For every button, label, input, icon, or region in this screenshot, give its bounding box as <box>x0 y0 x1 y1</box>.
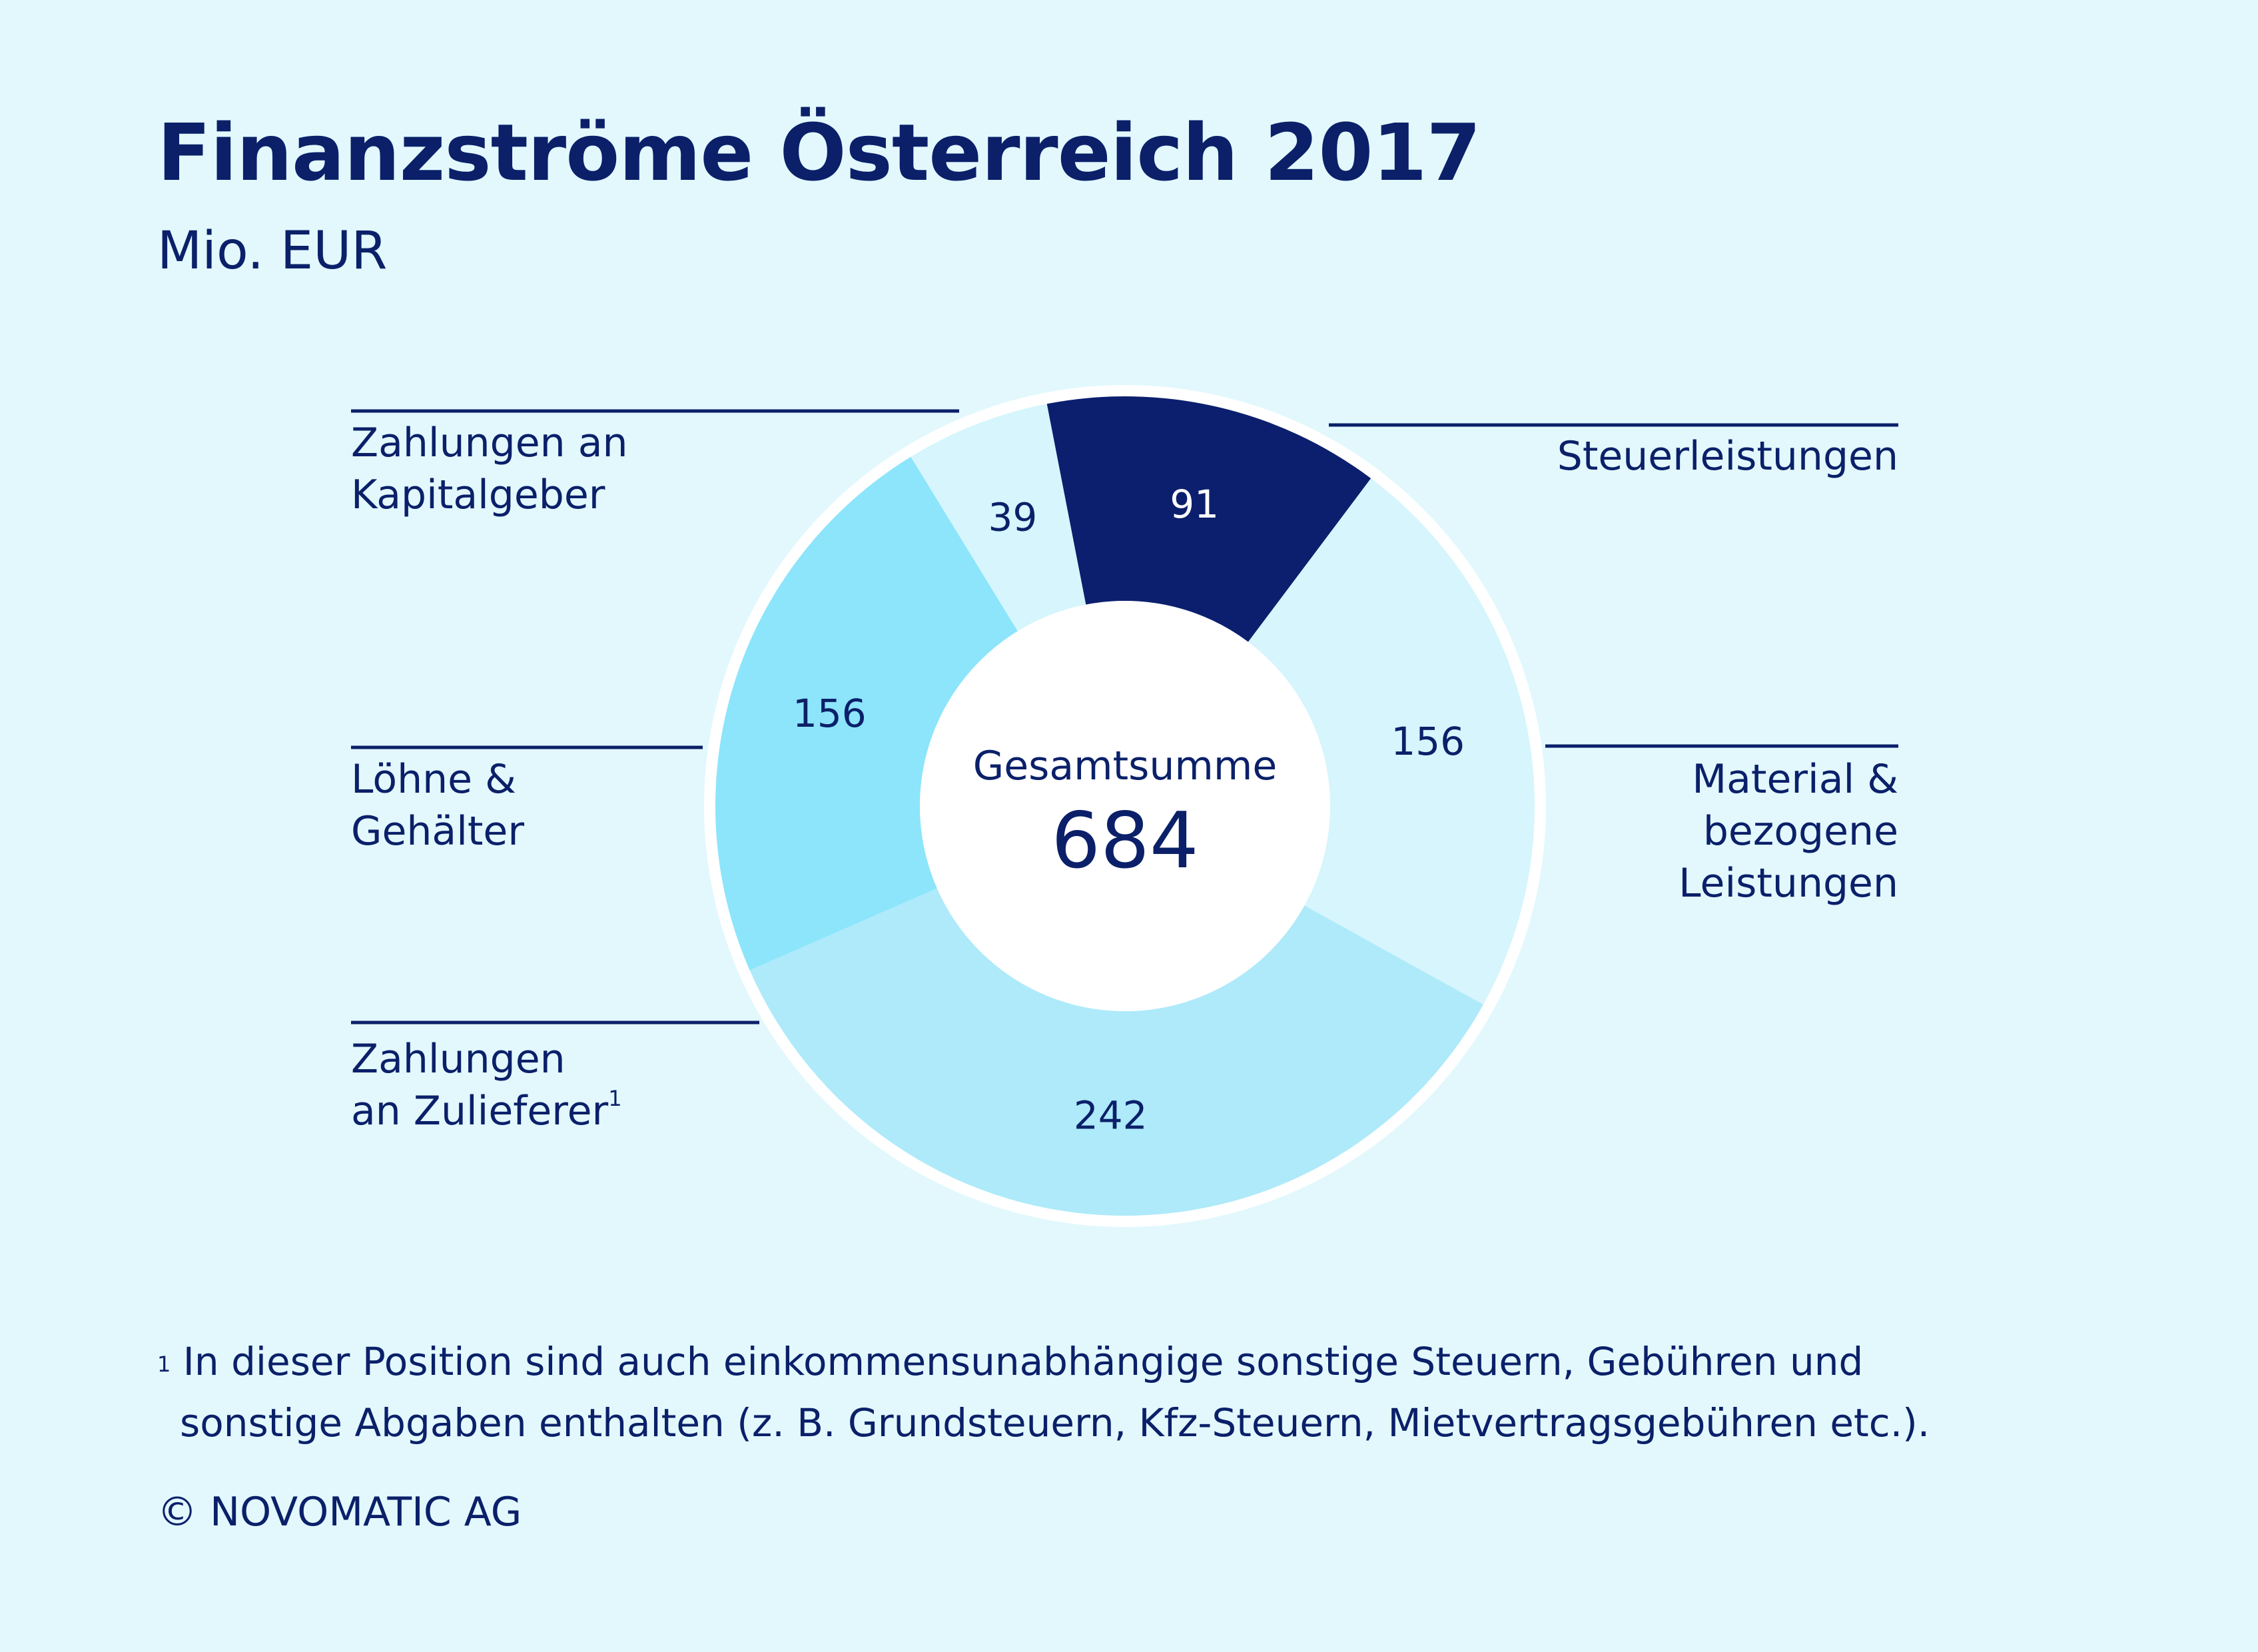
chart-unit: Mio. EUR <box>157 221 388 281</box>
center-total: 684 <box>1051 796 1198 886</box>
footnote-line-1: 1 In dieser Position sind auch einkommen… <box>157 1339 1864 1384</box>
footnote-marker: 1 <box>157 1352 171 1377</box>
value-label-steuerleistungen: 91 <box>1170 482 1219 527</box>
slice-loehne <box>715 456 1018 971</box>
category-label-zulieferer: Zahlungen <box>351 1036 565 1082</box>
copyright: © NOVOMATIC AG <box>157 1489 522 1535</box>
slice-material <box>1248 478 1535 1005</box>
chart-title: Finanzströme Österreich 2017 <box>157 107 1481 199</box>
category-label-kapitalgeber: Kapitalgeber <box>351 472 605 518</box>
footnote: 1 In dieser Position sind auch einkommen… <box>157 1331 1930 1453</box>
slice-zulieferer <box>749 888 1483 1216</box>
category-label-material: bezogene <box>1703 808 1898 855</box>
donut-hole <box>920 601 1330 1011</box>
footnote-line-2: sonstige Abgaben enthalten (z. B. Grunds… <box>180 1400 1930 1446</box>
slice-kapitalgeber <box>911 404 1086 631</box>
category-label-kapitalgeber: Zahlungen an <box>351 420 628 466</box>
value-label-loehne: 156 <box>793 691 867 736</box>
category-label-loehne: Gehälter <box>351 808 524 855</box>
center-label: Gesamtsumme <box>973 743 1278 789</box>
category-label-material: Leistungen <box>1679 860 1898 907</box>
category-label-steuerleistungen: Steuerleistungen <box>1557 433 1898 480</box>
slice-steuerleistungen <box>1046 396 1371 642</box>
value-label-material: 156 <box>1391 719 1465 764</box>
category-label-material: Material & <box>1692 756 1898 803</box>
category-label-loehne: Löhne & <box>351 756 516 803</box>
value-label-kapitalgeber: 39 <box>988 495 1037 540</box>
value-label-zulieferer: 242 <box>1074 1092 1148 1138</box>
category-label-zulieferer: an Zulieferer1 <box>351 1086 622 1134</box>
